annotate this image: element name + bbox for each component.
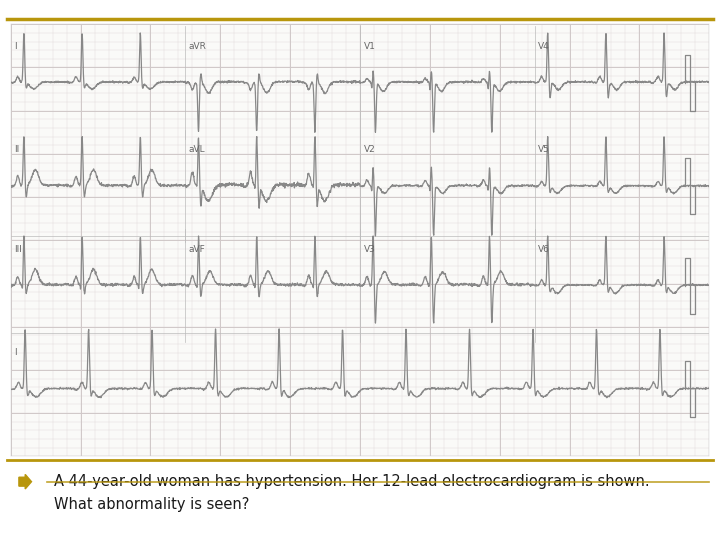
Text: aVL: aVL: [189, 145, 205, 154]
Text: A 44-year-old woman has hypertension. Her 12-lead electrocardiogram is shown.: A 44-year-old woman has hypertension. He…: [54, 474, 649, 489]
Text: II: II: [14, 145, 19, 154]
Text: I: I: [14, 42, 17, 51]
Text: III: III: [14, 245, 22, 254]
Text: aVF: aVF: [189, 245, 206, 254]
FancyArrow shape: [19, 475, 32, 489]
Text: V1: V1: [364, 42, 375, 51]
Text: V5: V5: [538, 145, 550, 154]
Text: V6: V6: [538, 245, 550, 254]
Text: What abnormality is seen?: What abnormality is seen?: [54, 497, 249, 512]
Text: V3: V3: [364, 245, 375, 254]
Text: I: I: [14, 348, 17, 357]
Text: aVR: aVR: [189, 42, 207, 51]
Text: V4: V4: [538, 42, 550, 51]
Text: V2: V2: [364, 145, 375, 154]
